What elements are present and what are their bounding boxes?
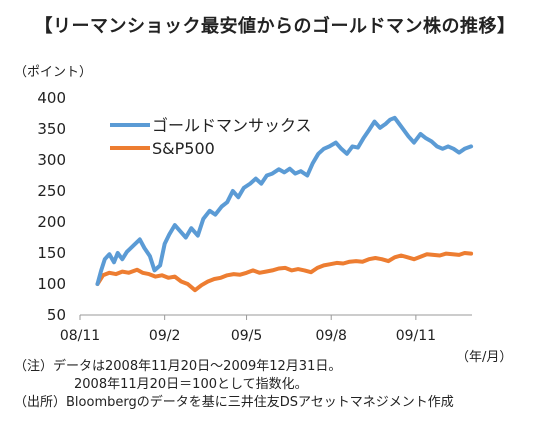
note-index-base: 2008年11月20日＝100として指数化。 <box>74 377 308 392</box>
chart-series <box>95 115 474 293</box>
note-data-period: （注）データは2008年11月20日～2009年12月31日。 <box>14 359 342 374</box>
y-tick-label: 400 <box>37 89 66 107</box>
chart-title: 【リーマンショック最安値からのゴールドマン株の推移】 <box>34 16 516 37</box>
x-tick-label: 09/2 <box>149 328 180 344</box>
x-tick-label: 09/11 <box>396 328 436 344</box>
y-tick-label: 250 <box>37 182 66 200</box>
x-tick-label: 09/8 <box>315 328 346 344</box>
y-tick-label: 350 <box>37 120 66 138</box>
chart-legend: ゴールドマンサックス S&P500 <box>110 116 312 158</box>
series-line-sp500 <box>95 251 474 293</box>
series-line-goldman <box>95 115 474 286</box>
footnotes: （注）データは2008年11月20日～2009年12月31日。 2008年11月… <box>14 358 454 412</box>
note-source: （出所）Bloombergのデータを基に三井住友DSアセットマネジメント作成 <box>14 395 454 410</box>
x-tick-label: 09/5 <box>231 328 262 344</box>
legend-label-goldman: ゴールドマンサックス <box>152 116 312 135</box>
y-tick-label: 100 <box>37 275 66 293</box>
legend-label-sp500: S&P500 <box>152 139 215 158</box>
chart-axes: 50 100 150 200 250 300 350 400 08/11 09/2 09/5 09/8… <box>37 89 472 344</box>
y-tick-label: 200 <box>37 213 66 231</box>
x-axis-unit-label: （年/月） <box>456 350 513 365</box>
y-tick-label: 150 <box>37 244 66 262</box>
x-tick-label: 08/11 <box>60 328 100 344</box>
y-axis-unit-label: （ポイント） <box>14 65 93 80</box>
y-tick-label: 50 <box>47 306 66 324</box>
y-tick-label: 300 <box>37 151 66 169</box>
